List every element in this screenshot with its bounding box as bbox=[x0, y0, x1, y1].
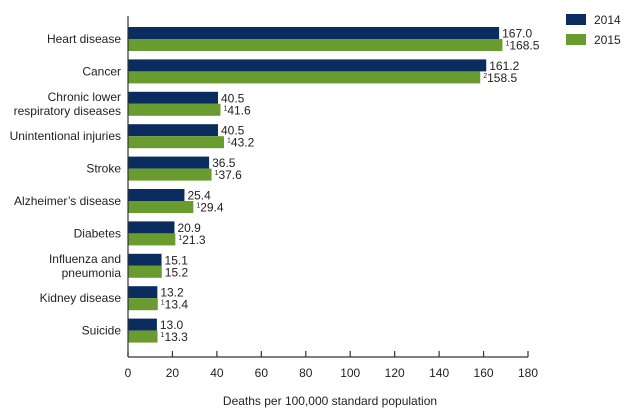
x-tick-label: 80 bbox=[299, 366, 313, 380]
data-label-2014: 36.5 bbox=[212, 156, 236, 170]
category-label-line: respiratory diseases bbox=[14, 104, 121, 118]
category-label: Heart disease bbox=[47, 32, 121, 46]
data-label-2014: 13.0 bbox=[160, 318, 184, 332]
data-value: 158.5 bbox=[487, 71, 517, 85]
data-value: 13.4 bbox=[165, 298, 189, 312]
legend-swatch-2014 bbox=[566, 14, 586, 25]
category-label: Kidney disease bbox=[40, 291, 122, 305]
data-label-2015: 15.2 bbox=[165, 265, 189, 279]
category-label: Cancer bbox=[82, 64, 121, 78]
bar-2015 bbox=[128, 71, 481, 84]
bar-2014 bbox=[128, 91, 218, 104]
data-label-2014: 13.2 bbox=[160, 286, 184, 300]
x-tick-label: 60 bbox=[255, 366, 269, 380]
bar-2014 bbox=[128, 59, 487, 72]
bar-2014 bbox=[128, 189, 185, 201]
legend-label-2014: 2014 bbox=[594, 13, 621, 27]
bar-2015 bbox=[128, 298, 158, 311]
category-label-line: Chronic lower bbox=[48, 90, 121, 104]
data-label-2014: 15.1 bbox=[165, 253, 189, 267]
category-label: Diabetes bbox=[74, 226, 121, 240]
footnote-marker: 2 bbox=[483, 73, 487, 80]
footnote-marker: 1 bbox=[223, 105, 227, 112]
bar-2014 bbox=[128, 221, 175, 234]
data-label-2014: 40.5 bbox=[221, 91, 245, 105]
data-value: 37.6 bbox=[218, 168, 242, 182]
category-label-line: Influenza and bbox=[49, 252, 121, 266]
bar-2015 bbox=[128, 168, 212, 181]
category-label: Alzheimer’s disease bbox=[14, 194, 121, 208]
data-label-2015: 113.4 bbox=[161, 298, 189, 312]
category-label: Stroke bbox=[86, 162, 121, 176]
data-label-2015: 129.4 bbox=[196, 201, 224, 215]
data-value: 21.3 bbox=[182, 233, 206, 247]
data-value: 41.6 bbox=[227, 103, 251, 117]
x-tick-label: 140 bbox=[429, 366, 449, 380]
category-label: Chronic lower respiratory diseases bbox=[14, 90, 121, 118]
x-tick-label: 160 bbox=[474, 366, 494, 380]
data-label-2015: 121.3 bbox=[178, 233, 206, 247]
category-label-line: pneumonia bbox=[62, 266, 122, 280]
bar-2014 bbox=[128, 124, 218, 137]
bar-2014 bbox=[128, 253, 162, 266]
data-label-2015: 113.3 bbox=[161, 330, 189, 344]
x-axis-title: Deaths per 100,000 standard population bbox=[223, 394, 437, 408]
data-value: 43.2 bbox=[231, 136, 255, 150]
legend-swatch-2015 bbox=[566, 34, 586, 45]
data-label-2015: 143.2 bbox=[227, 136, 255, 150]
footnote-marker: 1 bbox=[196, 203, 200, 210]
footnote-marker: 1 bbox=[178, 235, 182, 242]
bar-2015 bbox=[128, 233, 176, 246]
x-tick-label: 180 bbox=[518, 366, 538, 380]
data-label-2014: 25.4 bbox=[187, 189, 211, 203]
footnote-marker: 1 bbox=[505, 41, 509, 48]
data-value: 168.5 bbox=[509, 39, 539, 53]
x-tick-label: 20 bbox=[166, 366, 180, 380]
bar-2015 bbox=[128, 136, 224, 149]
legend-label-2015: 2015 bbox=[594, 33, 621, 47]
data-label-2015: 2158.5 bbox=[483, 71, 517, 85]
bar-2015 bbox=[128, 103, 221, 116]
bar-2015 bbox=[128, 201, 194, 213]
bar-2014 bbox=[128, 27, 500, 39]
data-label-2014: 167.0 bbox=[502, 27, 532, 41]
bar-2015 bbox=[128, 39, 503, 51]
data-label-2015: 1168.5 bbox=[505, 39, 539, 53]
x-tick-label: 40 bbox=[210, 366, 224, 380]
category-label: Suicide bbox=[82, 324, 122, 338]
category-label: Unintentional injuries bbox=[10, 129, 121, 143]
footnote-marker: 1 bbox=[227, 138, 231, 145]
x-tick-label: 0 bbox=[125, 366, 132, 380]
footnote-marker: 1 bbox=[215, 170, 219, 177]
data-label-2015: 141.6 bbox=[223, 103, 251, 117]
bar-2014 bbox=[128, 156, 210, 169]
category-label: Influenza and pneumonia bbox=[49, 252, 121, 280]
data-value: 29.4 bbox=[200, 201, 224, 215]
data-label-2014: 161.2 bbox=[489, 59, 519, 73]
x-tick-label: 120 bbox=[385, 366, 405, 380]
bar-2015 bbox=[128, 330, 158, 343]
footnote-marker: 1 bbox=[161, 300, 165, 307]
bar-2014 bbox=[128, 318, 157, 331]
bar-2014 bbox=[128, 286, 158, 299]
data-label-2014: 40.5 bbox=[221, 124, 245, 138]
x-tick-label: 100 bbox=[340, 366, 360, 380]
data-value: 13.3 bbox=[164, 330, 188, 344]
data-label-2014: 20.9 bbox=[177, 221, 201, 235]
bar-2015 bbox=[128, 265, 162, 278]
data-label-2015: 137.6 bbox=[215, 168, 243, 182]
footnote-marker: 1 bbox=[161, 332, 165, 339]
